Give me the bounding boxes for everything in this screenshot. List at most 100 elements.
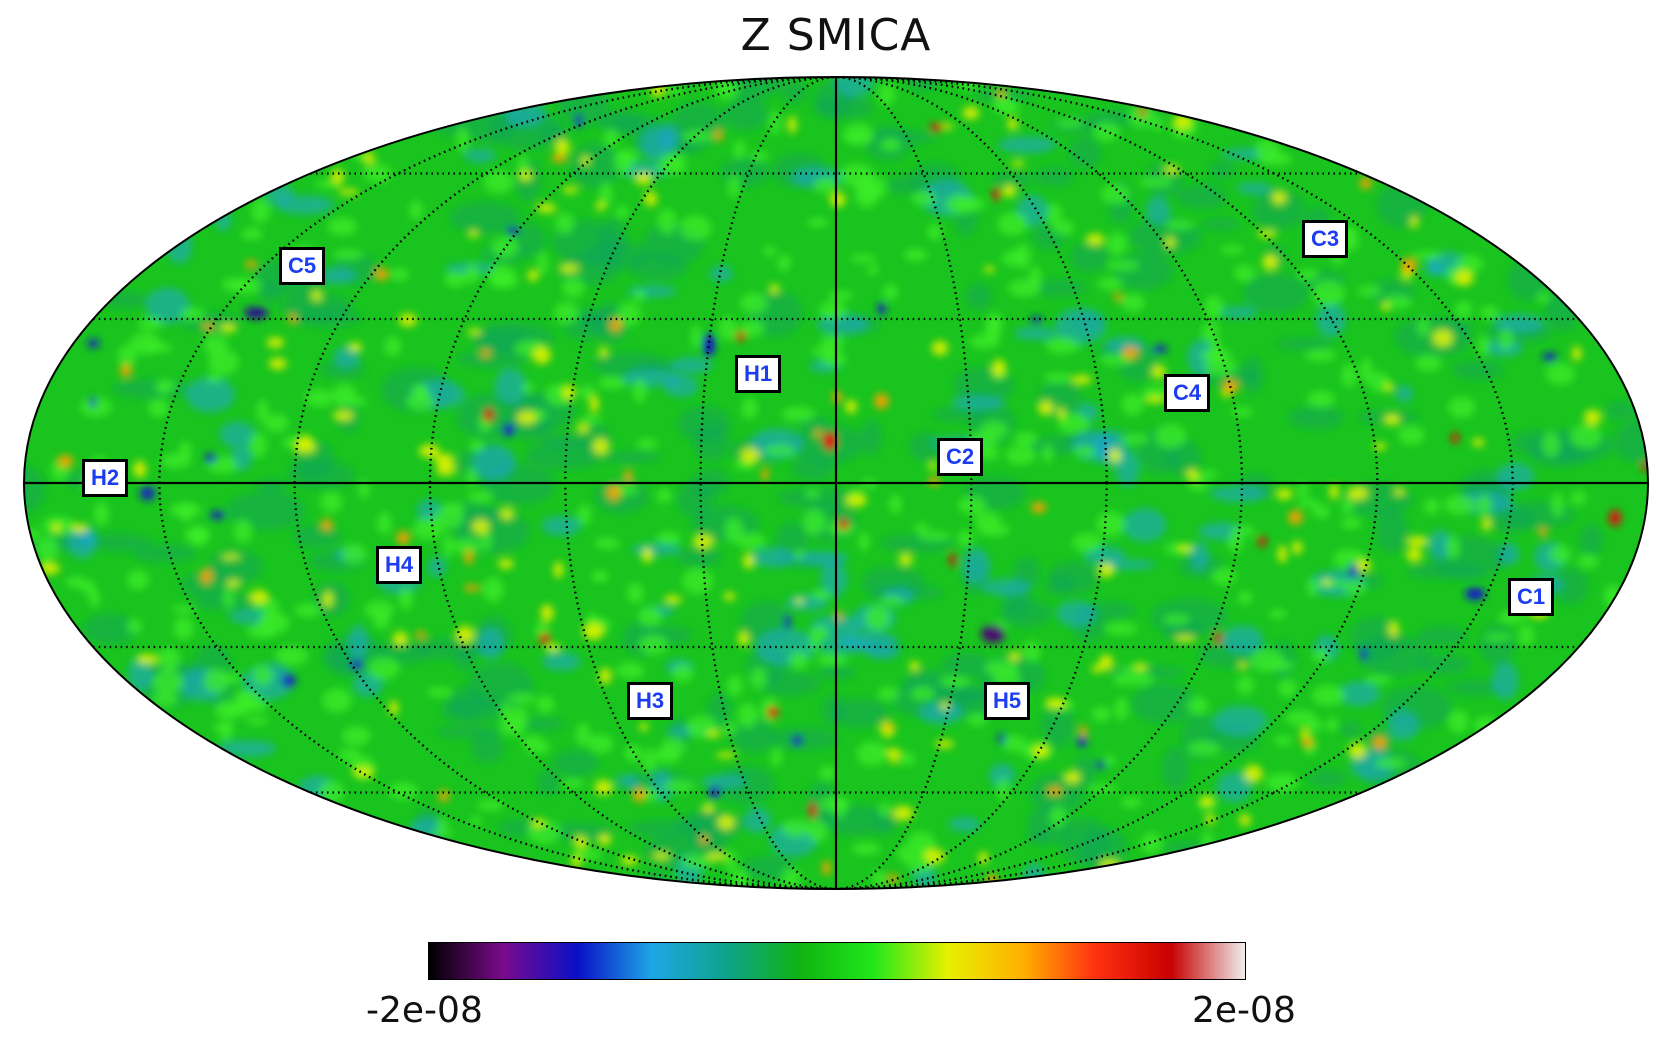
yellow-spot <box>1291 540 1303 555</box>
hot-spot <box>929 123 944 132</box>
cold-spot <box>87 338 100 348</box>
warm-green-spot <box>1105 754 1116 766</box>
yellow-spot <box>1384 382 1394 392</box>
teal-patch <box>601 450 661 464</box>
warm-green-spot <box>367 657 400 680</box>
yellow-spot <box>392 631 408 647</box>
hot-spot <box>1258 536 1267 547</box>
warm-green-spot <box>1008 279 1041 298</box>
yellow-spot <box>518 170 533 182</box>
cool-patch <box>631 543 681 556</box>
warm-green-spot <box>580 415 602 424</box>
yellow-spot <box>1011 160 1025 167</box>
cool-patch <box>948 816 981 832</box>
cold-spot <box>707 786 722 799</box>
hot-spot <box>808 802 817 819</box>
cool-patch <box>541 515 581 536</box>
warm-green-spot <box>575 722 591 747</box>
teal-patch <box>131 544 197 563</box>
yellow-spot <box>794 597 805 605</box>
warm-green-spot <box>384 336 402 357</box>
warm-green-spot <box>725 850 737 873</box>
cold-spot-h5 <box>981 625 1005 643</box>
warm-green-spot <box>727 675 743 697</box>
teal-patch <box>538 432 582 449</box>
yellow-spot <box>1205 813 1216 825</box>
warm-green-spot <box>806 819 828 843</box>
warm-green-spot <box>158 646 180 672</box>
warm-green-spot <box>1604 584 1622 609</box>
warm-green-spot <box>1119 433 1150 445</box>
warm-green-spot <box>807 217 829 228</box>
yellow-spot <box>1406 547 1423 562</box>
cool-patch <box>464 148 497 163</box>
teal-patch <box>1070 242 1109 273</box>
yellow-spot <box>928 462 939 471</box>
orange-spot <box>623 470 633 482</box>
warm-green-spot <box>406 392 435 411</box>
warm-green-spot <box>1415 354 1442 372</box>
warm-green-spot <box>588 733 614 754</box>
warm-green-spot <box>1341 497 1354 515</box>
yellow-spot <box>737 631 750 647</box>
region-label-h5: H5 <box>984 682 1030 720</box>
orange-spot <box>761 467 769 482</box>
teal-patch <box>791 456 836 481</box>
warm-green-spot <box>263 413 289 433</box>
warm-green-spot <box>469 439 485 453</box>
hot-spot-center <box>823 432 837 450</box>
yellow-spot <box>435 462 456 476</box>
teal-patch <box>570 143 621 189</box>
yellow-spot <box>1185 468 1199 480</box>
warm-green-spot <box>856 741 888 767</box>
cold-spot-c1 <box>1465 588 1485 600</box>
cool-patch <box>1494 313 1545 334</box>
yellow-spot <box>1037 400 1054 416</box>
orange-spot <box>551 154 568 163</box>
warm-green-spot <box>444 271 467 288</box>
warm-green-spot <box>988 312 1003 332</box>
warm-green-spot <box>341 726 371 746</box>
warm-green-spot <box>1456 254 1484 273</box>
yellow-spot <box>1063 770 1081 784</box>
warm-green-spot <box>851 842 881 855</box>
yellow-spot <box>594 779 614 795</box>
colorbar-max-label: 2e-08 <box>1192 990 1296 1031</box>
cold-spot <box>139 486 156 501</box>
yellow-spot <box>1133 663 1149 670</box>
orange-spot <box>1359 177 1372 190</box>
warm-green-spot <box>1570 490 1587 506</box>
orange-spot <box>1301 738 1315 748</box>
warm-green-spot <box>603 129 619 148</box>
orange-spot <box>245 260 257 269</box>
warm-green-spot <box>879 801 891 818</box>
yellow-spot <box>311 289 323 302</box>
yellow-spot <box>527 269 539 282</box>
yellow-spot <box>576 423 590 434</box>
warm-green-spot <box>376 512 392 535</box>
hot-spot <box>483 407 494 423</box>
yellow-spot <box>294 439 317 454</box>
warm-green-spot <box>206 373 222 383</box>
hot-spot <box>767 706 779 719</box>
warm-green-spot <box>867 264 879 276</box>
warm-green-spot <box>491 237 519 258</box>
warm-green-spot <box>524 741 551 754</box>
yellow-spot <box>1199 795 1215 807</box>
cool-patch <box>322 267 356 285</box>
yellow-spot <box>652 852 671 860</box>
yellow-spot <box>226 579 241 588</box>
cool-patch <box>185 377 235 413</box>
yellow-spot <box>540 604 554 622</box>
orange-spot <box>1031 501 1047 514</box>
warm-green-spot <box>466 467 477 487</box>
warm-green-spot <box>666 86 684 96</box>
warm-green-spot <box>997 777 1010 802</box>
warm-green-spot <box>320 491 343 513</box>
warm-green-spot <box>616 662 645 679</box>
yellow-spot <box>536 203 557 213</box>
yellow-spot <box>500 507 514 520</box>
warm-green-spot <box>252 664 274 686</box>
warm-green-spot <box>1518 624 1535 647</box>
teal-patch <box>768 727 839 751</box>
